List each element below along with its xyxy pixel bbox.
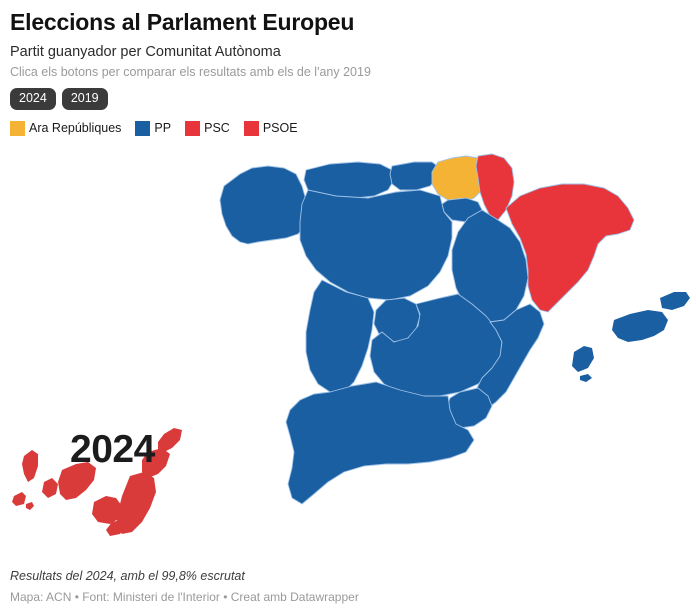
- footer-source: Mapa: ACN • Font: Ministeri de l'Interio…: [10, 589, 359, 604]
- footer: Resultats del 2024, amb el 99,8% escruta…: [10, 568, 680, 605]
- footer-note: Resultats del 2024, amb el 99,8% escruta…: [10, 568, 245, 583]
- region-castella-i-lleo[interactable]: [299, 189, 453, 301]
- legend-label: PSOE: [262, 121, 298, 136]
- legend-swatch-icon: [135, 121, 151, 137]
- page-title: Eleccions al Parlament Europeu: [10, 9, 355, 35]
- legend-item-psoe[interactable]: PSOE: [243, 121, 298, 137]
- map-svg: [12, 153, 690, 536]
- year-button-2024[interactable]: 2024: [10, 88, 56, 111]
- legend-swatch-icon: [243, 121, 259, 137]
- region-galicia[interactable]: [219, 165, 309, 245]
- page-subtitle: Partit guanyador per Comunitat Autònoma: [10, 44, 281, 61]
- year-toggle-group: 2024 2019: [10, 88, 686, 111]
- region-comunitat-valenciana[interactable]: [475, 303, 545, 409]
- legend-swatch-icon: [10, 121, 25, 137]
- region-navarra[interactable]: [475, 153, 515, 221]
- year-button-2019[interactable]: 2019: [61, 88, 108, 111]
- legend-label: PP: [154, 121, 172, 136]
- legend-item-psc[interactable]: PSC: [185, 121, 230, 137]
- page-description: Clica els botons per comparar els result…: [10, 64, 371, 79]
- region-cantabria[interactable]: [389, 161, 441, 191]
- legend-item-ara-republiques[interactable]: Ara Repúbliques: [10, 121, 122, 137]
- region-extremadura[interactable]: [305, 279, 375, 393]
- region-andalusia[interactable]: [285, 381, 475, 505]
- legend-item-pp[interactable]: PP: [135, 121, 172, 137]
- legend-label: PSC: [204, 121, 230, 136]
- map-year-label: 2024: [70, 428, 155, 471]
- legend-label: Ara Repúbliques: [29, 121, 122, 136]
- choropleth-map[interactable]: 2024: [0, 152, 696, 552]
- region-canaries[interactable]: [12, 428, 182, 536]
- legend-swatch-icon: [185, 121, 201, 137]
- region-pais-basc[interactable]: [431, 155, 487, 203]
- region-catalunya[interactable]: [505, 183, 635, 313]
- legend: Ara Repúbliques PP PSC PSOE: [10, 121, 686, 137]
- region-illes-balears[interactable]: [572, 292, 690, 382]
